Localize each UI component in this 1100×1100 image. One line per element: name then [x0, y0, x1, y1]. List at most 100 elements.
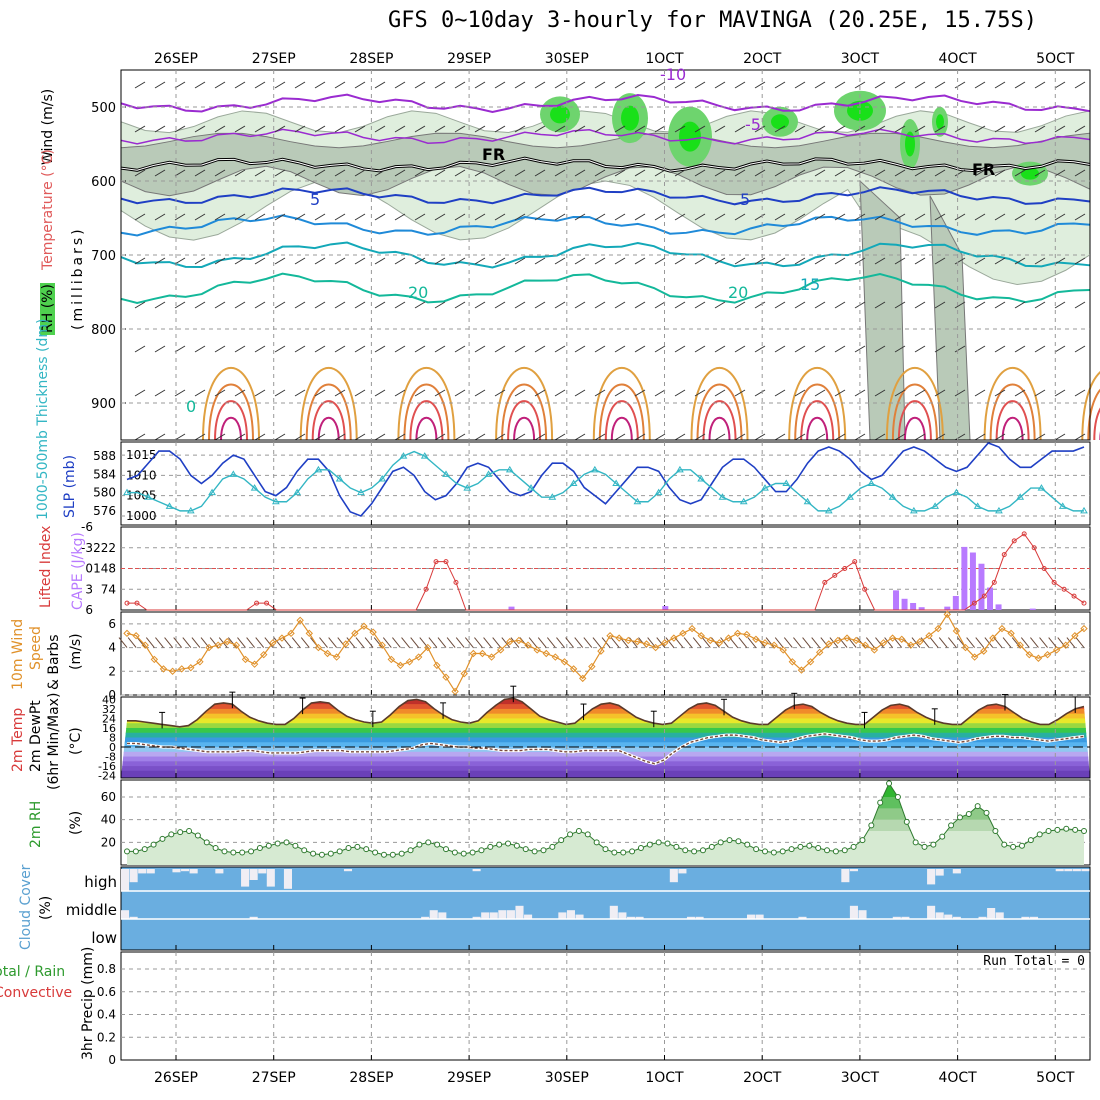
- thickness-point: [739, 497, 748, 505]
- wind-barb: [794, 433, 806, 441]
- wind-barb: [514, 257, 526, 265]
- thickness-point: [399, 452, 408, 459]
- thickness-point: [888, 493, 897, 500]
- wind10m-point: [405, 658, 414, 666]
- wind-barb: [454, 213, 466, 221]
- rh2m-point: [868, 822, 875, 829]
- wind-barb: [834, 169, 846, 177]
- wind-barb: [454, 125, 466, 133]
- wind-barb: [294, 433, 306, 441]
- wind-barb: [294, 345, 306, 353]
- lifted-index-point: [1011, 538, 1017, 544]
- wind-barb: [654, 389, 666, 397]
- wind10m-barb: [1066, 637, 1076, 648]
- wind-tick-label: 2: [108, 664, 116, 678]
- rh2m-point: [407, 847, 414, 854]
- temp-band: [121, 766, 1090, 772]
- rh2m-point: [203, 839, 210, 846]
- rh2m-label-b: (%): [68, 811, 84, 835]
- wind10m-barb: [410, 637, 420, 648]
- wind-barb: [274, 125, 286, 133]
- rh2m-point: [788, 846, 795, 853]
- wind-barb: [614, 389, 626, 397]
- wind-barb: [874, 169, 886, 177]
- wind-barb: [174, 345, 186, 353]
- wind-barb: [194, 257, 206, 265]
- thickness-point: [229, 470, 238, 477]
- boundary-layer-contour: [610, 417, 633, 441]
- wind-barb: [1014, 345, 1026, 353]
- temp-contour-5: [120, 186, 1091, 206]
- rh2m-point: [469, 849, 476, 856]
- wind10m-barb: [683, 637, 693, 648]
- thickness-point: [803, 497, 812, 505]
- wind-barb: [374, 125, 386, 133]
- wind-barb: [174, 389, 186, 397]
- panel-frame: [120, 441, 1091, 526]
- wind-barb: [834, 301, 846, 309]
- wind-barb: [554, 213, 566, 221]
- wind-barb: [534, 433, 546, 441]
- wind-barb: [394, 125, 406, 133]
- wind10m-barb: [255, 637, 265, 648]
- wind-barb: [294, 169, 306, 177]
- precip-axis-label: 3hr Precip (mm): [80, 947, 96, 1060]
- wind10m-point: [907, 641, 915, 649]
- precip-tick-label: 0.6: [97, 985, 116, 999]
- wind-barb: [894, 301, 906, 309]
- wind10m-point: [888, 634, 897, 642]
- cloud-high-bar: [266, 869, 275, 887]
- slp-axis-label: SLP (mb): [62, 455, 78, 518]
- wind10m-point: [952, 627, 961, 635]
- wind10m-point: [806, 658, 815, 666]
- wind-barb: [174, 125, 186, 133]
- rh2m-point: [770, 849, 777, 856]
- boundary-layer-contour: [903, 417, 926, 441]
- wind-barb: [694, 433, 706, 441]
- rh-shades: [127, 783, 1084, 831]
- rh2m-point: [575, 828, 582, 834]
- wind-barb: [554, 81, 566, 89]
- top-date-label: 26SEP: [154, 51, 198, 67]
- rh2m-point: [549, 843, 556, 850]
- wind10m-barb: [155, 637, 164, 648]
- bottom-date-label: 30SEP: [545, 1070, 589, 1086]
- wind-barb: [474, 81, 486, 89]
- cloud-high-bar: [189, 869, 198, 874]
- boundary-layer-contour: [214, 400, 248, 441]
- pressure-tick-label: 700: [91, 249, 116, 264]
- wind-barb: [654, 213, 666, 221]
- boundary-layer-contour: [806, 417, 829, 441]
- wind-barb: [314, 257, 326, 265]
- cloud-middle-bar: [429, 910, 438, 919]
- thickness-point: [208, 488, 216, 496]
- wind-barb: [214, 389, 226, 397]
- wind-barb: [594, 257, 606, 265]
- wind10m-point: [1071, 632, 1079, 640]
- cloud-high-bar: [935, 869, 944, 876]
- rh2m-point: [124, 848, 130, 855]
- wind-barb: [714, 169, 726, 177]
- wind10m-point: [260, 650, 268, 659]
- rh2m-point: [301, 847, 308, 854]
- wind-barb: [494, 125, 506, 133]
- wind-barb: [314, 345, 326, 353]
- rh-shade-band: [127, 783, 1084, 809]
- wind-barb: [414, 169, 426, 177]
- rh2m-point: [274, 840, 281, 847]
- wind10m-point: [287, 629, 295, 638]
- temp-tick-label: 24: [102, 712, 116, 725]
- wind-barb: [674, 257, 686, 265]
- wind10m-barb: [455, 637, 465, 648]
- wind10m-point: [788, 658, 797, 666]
- rh2m-point: [930, 841, 937, 848]
- rh2m-point: [815, 845, 822, 851]
- wind-barb: [454, 169, 466, 177]
- wind10m-point: [733, 629, 742, 638]
- slp-tick-label: 1000: [126, 509, 157, 523]
- wind10m-point: [834, 636, 842, 645]
- wind10m-point: [533, 646, 541, 654]
- wind-barb: [914, 433, 926, 441]
- wind-barb: [374, 345, 386, 353]
- wind-barb: [574, 169, 586, 177]
